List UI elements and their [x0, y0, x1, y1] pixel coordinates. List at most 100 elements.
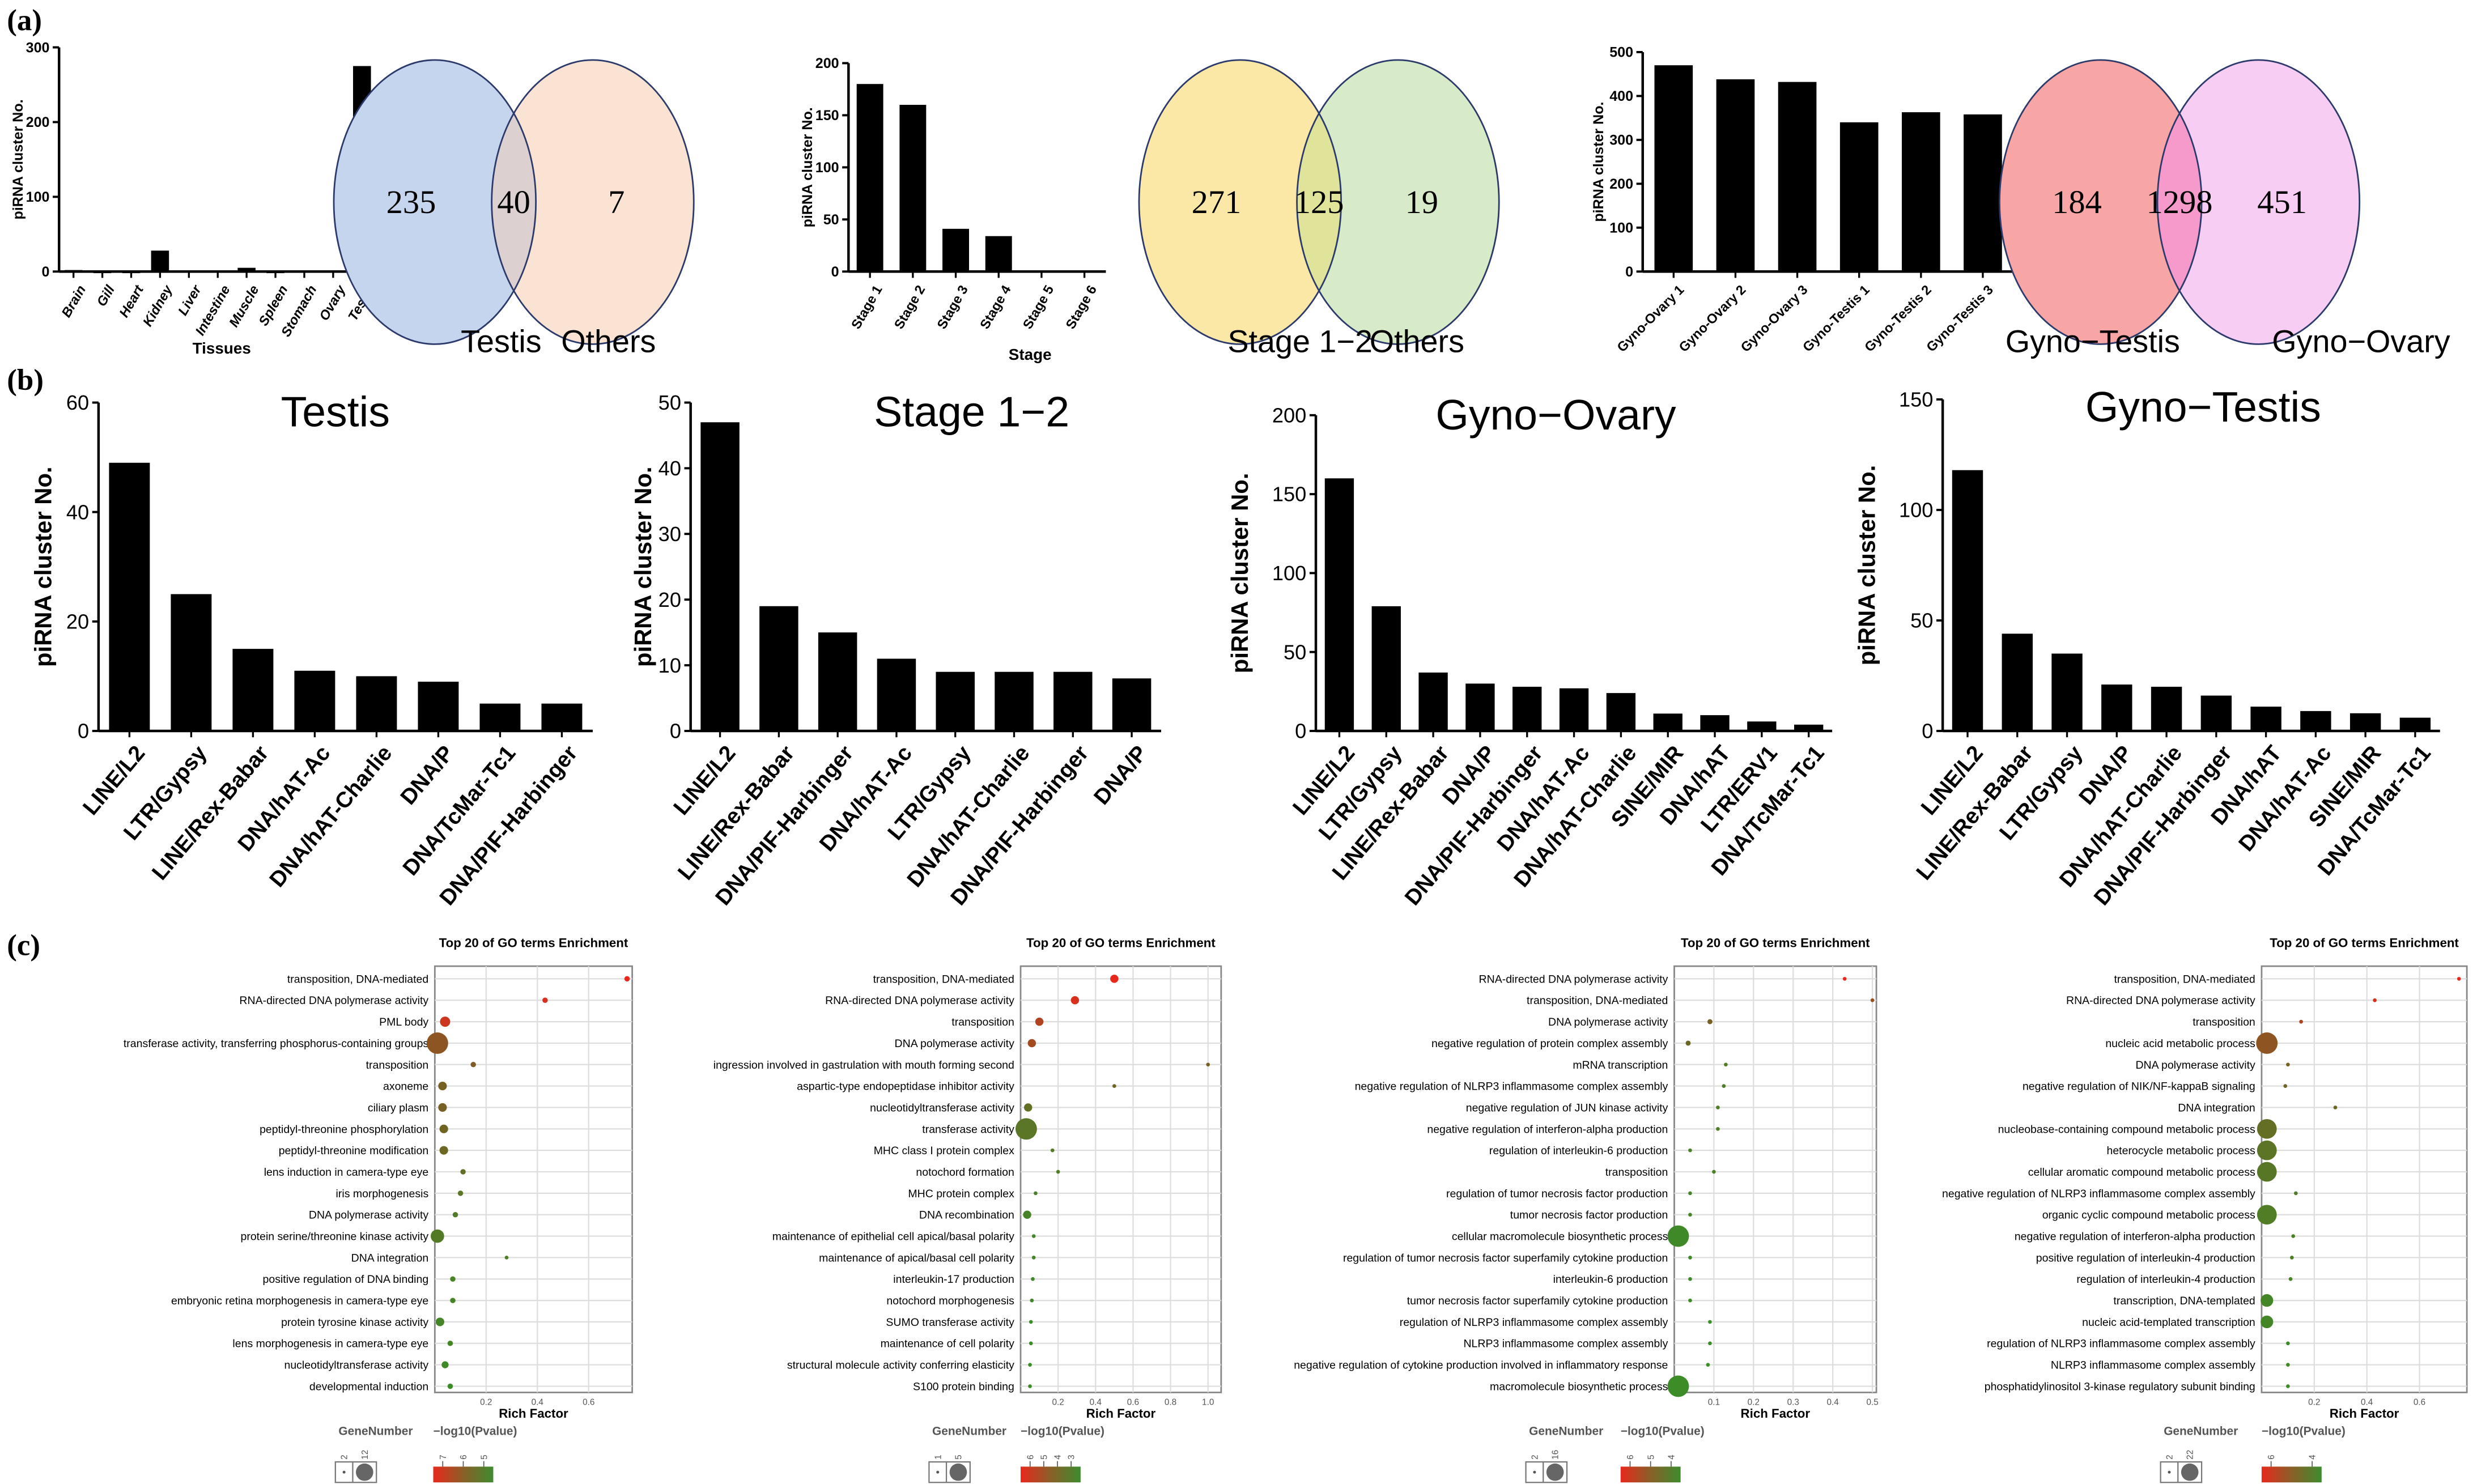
y-tick-label: 100	[26, 189, 50, 205]
y-tick-label: 200	[1609, 176, 1633, 192]
enrichment-dot	[1688, 1298, 1692, 1303]
bar	[1512, 686, 1542, 731]
go-term-label: regulation of interleukin-6 production	[1489, 1145, 1668, 1157]
y-tick-label: 100	[1899, 499, 1933, 522]
go-term-label: DNA recombination	[919, 1209, 1014, 1222]
go-term-label: structural molecule activity conferring …	[787, 1359, 1014, 1372]
x-tick-label: 0.3	[1787, 1398, 1799, 1408]
y-tick-label: 60	[66, 391, 89, 414]
enrichment-dot	[1688, 1213, 1692, 1217]
bar	[1112, 678, 1152, 731]
go-term-label: peptidyl-threonine phosphorylation	[260, 1123, 428, 1136]
enrichment-dot	[2299, 1019, 2303, 1024]
go-term-label: transferase activity, transferring phosp…	[124, 1037, 429, 1050]
go-term-label: notochord morphogenesis	[886, 1295, 1014, 1307]
y-axis-label: piRNA cluster No.	[800, 107, 815, 227]
bar	[1371, 606, 1401, 731]
legend-size-value: 2	[1530, 1455, 1540, 1460]
legend-color-bar	[2261, 1466, 2322, 1483]
y-tick-label: 20	[66, 610, 89, 633]
enrichment-dot	[438, 1082, 447, 1091]
x-tick-label: Gill	[94, 283, 118, 309]
go-term-label: regulation of tumor necrosis factor supe…	[1343, 1252, 1668, 1264]
chart-c3: 0.1 0.2 0.3 0.4 0.5 RNA-directed DNA polymera…	[1294, 936, 1879, 1483]
enrichment-dot	[1034, 1191, 1038, 1196]
enrichment-dot	[1667, 1225, 1689, 1247]
x-axis-label: Rich Factor	[1741, 1406, 1811, 1421]
enrichment-dot	[1031, 1234, 1036, 1238]
y-axis-label: piRNA cluster No.	[1226, 473, 1253, 674]
go-term-label: organic cyclic compound metabolic proces…	[2042, 1209, 2255, 1222]
enrichment-dot	[2457, 977, 2461, 981]
legend-color-tick-label: 4	[2308, 1455, 2318, 1460]
bar	[1964, 114, 2002, 272]
venn-left-circle	[1138, 59, 1341, 345]
enrichment-dot	[1050, 1148, 1055, 1153]
bar	[856, 84, 883, 272]
enrichment-dot	[1667, 1375, 1689, 1397]
y-tick-label: 100	[815, 160, 839, 176]
go-term-label: heterocycle metabolic process	[2106, 1145, 2255, 1157]
enrichment-dot	[1070, 996, 1080, 1005]
enrichment-dot	[1688, 1256, 1692, 1260]
x-tick-label: DNA/P	[396, 741, 459, 810]
go-term-label: DNA polymerase activity	[309, 1209, 429, 1222]
x-tick-label: 0.2	[1052, 1398, 1064, 1408]
legend-size-title: GeneNumber	[1529, 1425, 1603, 1438]
enrichment-dot	[440, 1017, 451, 1027]
bar	[759, 606, 798, 731]
go-term-label: maintenance of epithelial cell apical/ba…	[772, 1231, 1014, 1243]
chart-title: Testis	[281, 388, 390, 435]
enrichment-dot	[2288, 1277, 2293, 1281]
legend-size-value: 5	[954, 1455, 964, 1460]
go-term-label: nucleic acid-templated transcription	[2082, 1316, 2255, 1329]
go-term-label: phosphatidylinositol 3-kinase regulatory…	[1985, 1380, 2255, 1393]
legend-color-tick-label: 7	[439, 1455, 448, 1460]
venn-right-count: 451	[2257, 184, 2307, 220]
bar	[1716, 79, 1755, 272]
go-term-label: regulation of NLRP3 inflammasome complex…	[1400, 1316, 1668, 1329]
enrichment-dot	[2257, 1205, 2277, 1225]
go-term-label: maintenance of apical/basal cell polarit…	[819, 1252, 1014, 1264]
chart-title: Gyno−Ovary	[1435, 391, 1676, 439]
bar	[2051, 653, 2083, 731]
chart-title: Top 20 of GO terms Enrichment	[1681, 936, 1870, 950]
panel-label-b: (b)	[7, 364, 44, 397]
legend-color-title: −log10(Pvalue)	[1621, 1425, 1705, 1438]
enrichment-dot	[1724, 1062, 1728, 1067]
x-tick-label: 0.4	[1827, 1398, 1839, 1408]
enrichment-dot	[452, 1211, 458, 1218]
enrichment-dot	[1722, 1084, 1726, 1088]
x-tick-label: 0.2	[480, 1398, 492, 1408]
bar	[1700, 715, 1730, 731]
enrichment-dot	[2257, 1162, 2277, 1182]
venn-right-outline	[491, 59, 695, 345]
x-tick-label: 0.1	[1708, 1398, 1720, 1408]
chart-title: Top 20 of GO terms Enrichment	[439, 936, 628, 950]
bar	[1778, 82, 1817, 272]
enrichment-dot	[2283, 1084, 2288, 1088]
x-tick-label: DNA/TcMar-Tc1	[398, 741, 521, 881]
enrichment-dot	[2257, 1119, 2277, 1139]
x-tick-label: 0.2	[2308, 1398, 2320, 1408]
enrichment-dot	[2291, 1234, 2296, 1238]
x-tick-label: LINE/Rex-Babar	[147, 741, 273, 885]
legend-color-tick-label: 4	[1667, 1455, 1676, 1460]
go-term-label: DNA polymerase activity	[2135, 1059, 2255, 1071]
go-term-label: transposition	[2193, 1016, 2255, 1028]
x-tick-label: Liver	[176, 282, 205, 318]
bar	[1324, 478, 1354, 731]
go-term-label: transposition, DNA-mediated	[1527, 994, 1668, 1007]
legend-color-title: −log10(Pvalue)	[434, 1425, 517, 1438]
x-tick-label: Stage 1	[849, 283, 886, 332]
enrichment-dot	[1870, 998, 1875, 1002]
go-term-label: MHC protein complex	[908, 1188, 1014, 1200]
venn-overlap-count: 40	[497, 184, 530, 220]
venn-right-circle	[491, 59, 694, 345]
chart-title: Top 20 of GO terms Enrichment	[1026, 936, 1216, 950]
go-term-label: maintenance of cell polarity	[881, 1338, 1015, 1350]
bar	[2300, 711, 2331, 731]
